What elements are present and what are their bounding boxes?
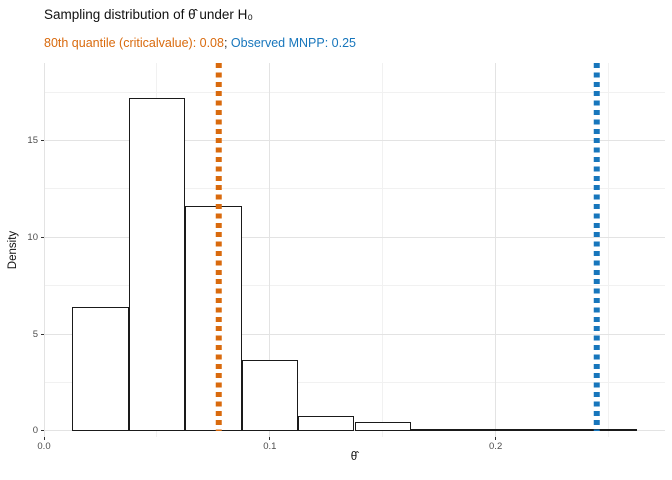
critical-value-line bbox=[215, 63, 222, 431]
y-tick-label: 0 bbox=[32, 425, 38, 437]
subtitle-separator: ; bbox=[223, 36, 231, 50]
histogram-bar-zero bbox=[523, 428, 581, 431]
y-axis-title: Density bbox=[7, 230, 19, 270]
y-axis-tick bbox=[41, 430, 44, 432]
histogram-bar bbox=[185, 206, 242, 431]
histogram-bar bbox=[128, 97, 186, 431]
histogram-bar bbox=[298, 415, 355, 431]
histogram-bar-zero bbox=[580, 428, 637, 431]
x-axis-tick bbox=[43, 437, 45, 440]
chart-subtitle: 80th quantile (criticalvalue): 0.08; Obs… bbox=[44, 36, 356, 50]
subtitle-critical-value: 80th quantile (criticalvalue): 0.08 bbox=[44, 36, 224, 50]
gridline-y-major bbox=[44, 236, 665, 238]
gridline-x-minor bbox=[382, 63, 384, 437]
histogram-bar bbox=[241, 360, 299, 431]
gridline-y-minor bbox=[44, 382, 665, 384]
x-axis-title: θ̂ bbox=[350, 451, 358, 463]
subtitle-observed-mnpp: Observed MNPP: 0.25 bbox=[230, 36, 356, 50]
y-tick-label: 10 bbox=[27, 231, 38, 243]
gridline-y-minor bbox=[44, 91, 665, 93]
histogram-bar bbox=[72, 307, 129, 431]
x-tick-label: 0.2 bbox=[489, 441, 503, 452]
x-tick-label: 0.0 bbox=[37, 441, 51, 452]
plot-panel bbox=[43, 63, 665, 437]
gridline-y-major bbox=[44, 139, 665, 141]
y-axis-tick bbox=[41, 139, 44, 141]
observed-mnpp-line bbox=[593, 63, 600, 431]
x-tick-label: 0.1 bbox=[263, 441, 277, 452]
gridline-x-major bbox=[43, 63, 45, 437]
y-tick-label: 15 bbox=[27, 134, 38, 146]
gridline-x-major bbox=[269, 63, 271, 437]
gridline-y-minor bbox=[44, 285, 665, 287]
y-axis-tick bbox=[41, 236, 44, 238]
x-axis-tick bbox=[269, 437, 271, 440]
x-axis-tick bbox=[495, 437, 497, 440]
gridline-x-major bbox=[495, 63, 497, 437]
chart-title: Sampling distribution of θ̂ under H₀ bbox=[44, 7, 253, 22]
histogram-bar-zero bbox=[467, 428, 524, 431]
y-axis-tick bbox=[41, 333, 44, 335]
gridline-x-minor bbox=[608, 63, 610, 437]
histogram-bar-zero bbox=[410, 428, 468, 431]
gridline-y-major bbox=[44, 333, 665, 335]
histogram-bar bbox=[354, 422, 411, 431]
gridline-y-major bbox=[44, 430, 665, 432]
gridline-y-minor bbox=[44, 188, 665, 190]
y-tick-label: 5 bbox=[32, 328, 38, 340]
